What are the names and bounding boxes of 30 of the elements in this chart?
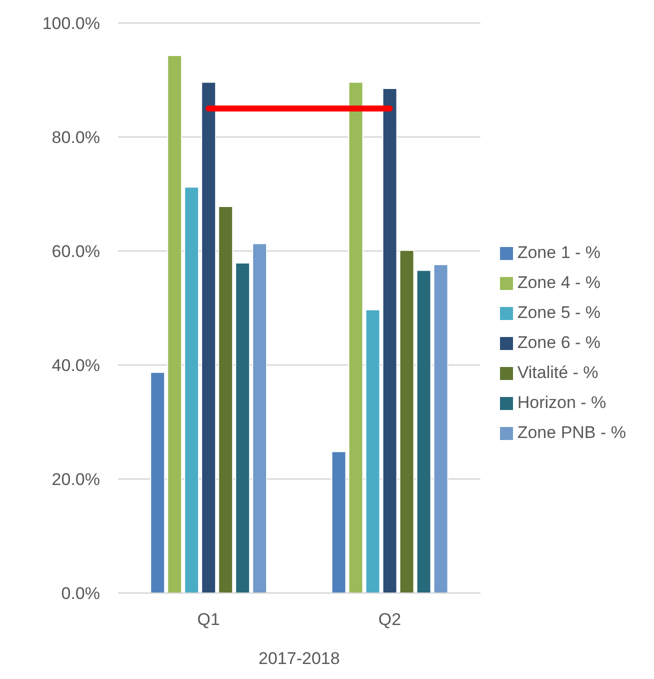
legend-label: Zone 4 - %: [517, 273, 600, 292]
y-tick-label: 40.0%: [52, 356, 100, 376]
legend-label: Zone PNB - %: [517, 423, 626, 442]
y-tick-label: 80.0%: [52, 128, 100, 148]
bar: [252, 243, 268, 593]
x-axis-title: 2017-2018: [258, 649, 340, 668]
y-tick-label: 100.0%: [42, 14, 100, 34]
bar: [382, 88, 398, 593]
legend-label: Horizon - %: [517, 393, 606, 412]
legend-label: Vitalité - %: [517, 363, 598, 382]
bar: [184, 186, 200, 593]
bar: [201, 82, 216, 593]
bar: [235, 262, 250, 593]
y-tick-label: 60.0%: [52, 242, 100, 262]
bar: [150, 372, 166, 593]
bar: [399, 250, 414, 593]
bar: [331, 451, 346, 593]
y-tick-label: 0.0%: [61, 584, 100, 604]
legend-label: Zone 6 - %: [517, 333, 600, 352]
x-tick-label: Q2: [378, 610, 402, 630]
bar: [365, 309, 380, 593]
x-tick-label: Q1: [197, 610, 220, 630]
bar: [433, 264, 448, 593]
y-tick-label: 20.0%: [52, 470, 100, 490]
bar: [218, 206, 234, 593]
bar: [167, 54, 182, 593]
legend-label: Zone 5 - %: [517, 303, 600, 322]
legend-label: Zone 1 - %: [517, 243, 600, 262]
bar: [348, 82, 364, 593]
bar: [416, 270, 432, 593]
